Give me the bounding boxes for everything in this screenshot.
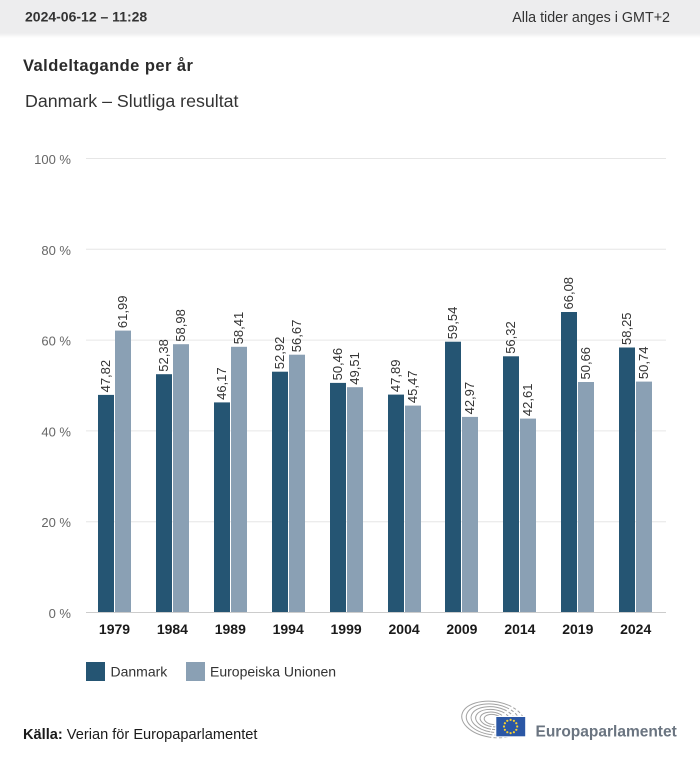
svg-text:2004: 2004 <box>389 621 420 637</box>
svg-text:50,46: 50,46 <box>330 348 345 381</box>
svg-text:40 %: 40 % <box>41 424 71 439</box>
svg-text:80 %: 80 % <box>41 243 71 258</box>
svg-text:47,82: 47,82 <box>98 360 113 393</box>
svg-text:1999: 1999 <box>331 621 362 637</box>
svg-text:52,92: 52,92 <box>272 337 287 370</box>
svg-text:50,74: 50,74 <box>636 347 651 380</box>
svg-text:1994: 1994 <box>273 621 304 637</box>
svg-text:Valdeltagande per år: Valdeltagande per år <box>23 57 194 75</box>
svg-text:56,67: 56,67 <box>289 320 304 353</box>
svg-text:Källa: Verian för Europaparlam: Källa: Verian för Europaparlamentet <box>23 727 257 743</box>
svg-text:42,61: 42,61 <box>520 384 535 417</box>
svg-text:66,08: 66,08 <box>561 277 576 310</box>
svg-text:45,47: 45,47 <box>405 371 420 404</box>
svg-text:46,17: 46,17 <box>214 367 229 400</box>
svg-text:1984: 1984 <box>157 621 188 637</box>
svg-text:58,41: 58,41 <box>231 312 246 345</box>
svg-text:Danmark: Danmark <box>111 664 169 680</box>
svg-text:1989: 1989 <box>215 621 246 637</box>
svg-text:2019: 2019 <box>562 621 593 637</box>
svg-text:61,99: 61,99 <box>115 296 130 329</box>
svg-text:100 %: 100 % <box>34 152 71 167</box>
svg-text:Alla tider anges i GMT+2: Alla tider anges i GMT+2 <box>512 10 670 26</box>
svg-text:60 %: 60 % <box>41 334 71 349</box>
svg-text:2024: 2024 <box>620 621 651 637</box>
svg-text:42,97: 42,97 <box>462 382 477 415</box>
svg-text:Danmark – Slutliga resultat: Danmark – Slutliga resultat <box>25 91 239 111</box>
svg-text:2009: 2009 <box>446 621 477 637</box>
svg-text:0 %: 0 % <box>49 606 72 621</box>
svg-text:50,66: 50,66 <box>578 347 593 380</box>
svg-text:52,38: 52,38 <box>156 339 171 372</box>
svg-text:56,32: 56,32 <box>503 321 518 354</box>
svg-text:2014: 2014 <box>504 621 535 637</box>
svg-text:1979: 1979 <box>99 621 130 637</box>
svg-text:58,98: 58,98 <box>173 309 188 342</box>
svg-text:2024-06-12 – 11:28: 2024-06-12 – 11:28 <box>25 9 147 25</box>
svg-text:49,51: 49,51 <box>347 352 362 385</box>
svg-text:Europaparlamentet: Europaparlamentet <box>536 724 677 741</box>
svg-text:47,89: 47,89 <box>388 360 403 393</box>
svg-text:20 %: 20 % <box>41 515 71 530</box>
svg-text:Europeiska Unionen: Europeiska Unionen <box>210 664 336 680</box>
svg-text:58,25: 58,25 <box>619 312 634 345</box>
svg-text:59,54: 59,54 <box>445 307 460 340</box>
